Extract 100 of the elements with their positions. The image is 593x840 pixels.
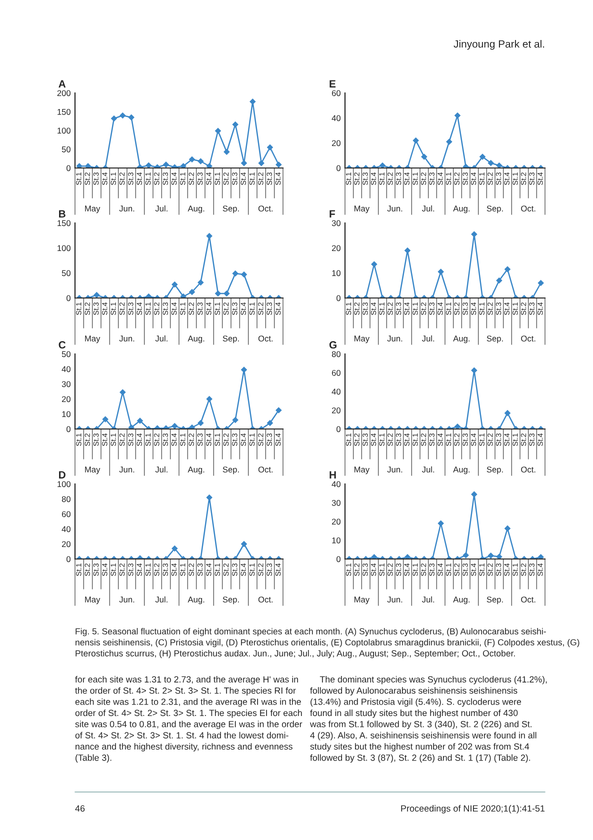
point	[276, 161, 282, 168]
point	[206, 396, 212, 402]
point	[538, 554, 544, 559]
text: Jul.	[155, 205, 168, 212]
text: Jul.	[155, 466, 168, 472]
y-tick-label: 0	[66, 165, 71, 172]
chart-title: E	[330, 80, 336, 88]
point	[250, 98, 256, 105]
point	[110, 115, 118, 122]
y-tick-label: 80	[332, 351, 341, 358]
text: 46	[75, 805, 85, 812]
text: Oct.	[258, 336, 273, 342]
y-tick-label: 50	[62, 351, 71, 358]
text: Jul.	[422, 205, 434, 212]
point	[488, 160, 494, 166]
point	[462, 552, 469, 558]
chart-title: H	[330, 471, 336, 478]
text: Jun.	[119, 206, 134, 212]
point	[479, 154, 486, 160]
text: May	[354, 206, 370, 214]
text: May	[85, 596, 100, 604]
text: Jun.	[387, 206, 402, 212]
point	[266, 144, 274, 151]
y-tick-label: 0	[336, 556, 341, 562]
point	[214, 128, 222, 134]
text: Jun.	[387, 596, 402, 602]
y-tick-label: 0	[66, 426, 71, 432]
point	[206, 162, 212, 168]
text: Aug.	[188, 336, 204, 344]
point	[128, 424, 134, 429]
y-tick-label: 100	[58, 481, 71, 488]
point	[120, 112, 126, 119]
point	[240, 366, 248, 373]
text: Jun.	[119, 466, 134, 472]
chart-title: A	[58, 80, 66, 88]
point	[404, 554, 411, 559]
point	[232, 121, 238, 128]
y-tick-label: 60	[332, 370, 341, 376]
point	[76, 162, 82, 168]
text: Oct.	[521, 596, 536, 602]
text: Sep.	[486, 596, 503, 604]
y-tick-label: 0	[66, 556, 71, 562]
text: Jun.	[387, 336, 402, 342]
point	[471, 367, 478, 374]
point	[446, 138, 452, 145]
point	[504, 410, 511, 416]
point	[276, 407, 282, 414]
text: Aug.	[453, 466, 470, 474]
point	[206, 494, 212, 501]
y-tick-label: 40	[332, 481, 341, 488]
y-tick-label: 10	[332, 537, 341, 544]
text: Jul.	[155, 596, 168, 602]
text: Sep.	[222, 206, 239, 214]
point	[240, 540, 248, 548]
chart-title: G	[329, 341, 336, 349]
text: Oct.	[258, 206, 273, 212]
point	[128, 114, 134, 121]
y-tick-label: 10	[62, 411, 71, 418]
text: Proceedings of NIE 2020;1(1):41-51	[401, 805, 545, 814]
text: Sep.	[486, 466, 503, 474]
point	[504, 266, 511, 272]
y-tick-label: 150	[58, 108, 71, 115]
chart-title: D	[59, 471, 66, 478]
text: Aug.	[188, 206, 204, 214]
point	[379, 162, 386, 168]
point	[198, 420, 204, 426]
point	[471, 231, 478, 238]
y-tick-label: 20	[62, 396, 71, 402]
y-tick-label: 200	[57, 90, 71, 96]
text: Sep.	[486, 206, 503, 214]
y-tick-label: 0	[336, 165, 341, 172]
point	[488, 552, 494, 559]
text: Jun.	[387, 466, 402, 472]
text: Jul.	[155, 335, 168, 342]
text: Jul.	[422, 466, 434, 472]
point	[371, 261, 378, 268]
text: Aug.	[453, 206, 470, 214]
point	[412, 137, 419, 144]
y-tick-label: 30	[332, 500, 341, 506]
y-tick-label: 30	[332, 220, 341, 226]
text: Jul.	[422, 596, 434, 602]
y-tick-label: 20	[332, 140, 341, 146]
text: Sep.	[222, 596, 239, 604]
point	[240, 160, 248, 166]
point	[172, 422, 178, 429]
y-tick-label: 40	[62, 526, 71, 532]
text: Jun.	[119, 596, 134, 602]
y-tick-label: 30	[62, 381, 71, 388]
y-tick-label: 0	[336, 426, 341, 432]
point	[404, 247, 411, 254]
chart-title: F	[330, 210, 335, 218]
point	[136, 418, 144, 424]
point	[504, 525, 511, 532]
text: May	[354, 466, 370, 474]
point	[224, 148, 230, 156]
chart-title: B	[59, 210, 66, 218]
text: May	[85, 466, 100, 474]
point	[162, 161, 170, 168]
y-tick-label: 100	[58, 245, 71, 252]
text: Oct.	[258, 466, 273, 472]
